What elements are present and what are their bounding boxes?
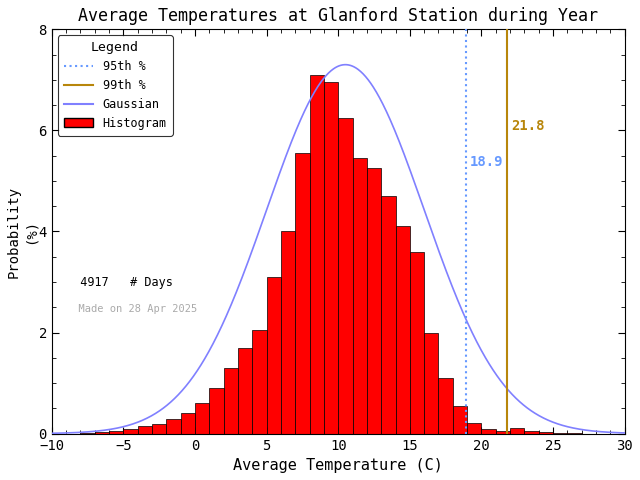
Bar (467, 422, 481, 433)
Bar (424, 333, 438, 433)
Bar (138, 426, 152, 433)
Title: Average Temperatures at Glanford Station during Year: Average Temperatures at Glanford Station… (78, 7, 598, 25)
Bar (81, 432, 95, 433)
Bar (310, 75, 324, 433)
Bar (252, 330, 267, 433)
Bar (281, 231, 295, 433)
Bar (524, 431, 539, 433)
Bar (267, 277, 281, 433)
Legend: 95th %, 99th %, Gaussian, Histogram: 95th %, 99th %, Gaussian, Histogram (58, 35, 173, 135)
Bar (438, 378, 453, 433)
Bar (496, 431, 510, 433)
Bar (124, 429, 138, 433)
X-axis label: Average Temperature (C): Average Temperature (C) (234, 458, 443, 473)
Bar (553, 432, 568, 433)
Bar (481, 429, 496, 433)
Text: 21.8: 21.8 (511, 120, 545, 133)
Bar (95, 432, 109, 433)
Bar (338, 118, 353, 433)
Bar (453, 406, 467, 433)
Bar (209, 388, 223, 433)
Bar (166, 420, 180, 433)
Bar (396, 227, 410, 433)
Bar (180, 413, 195, 433)
Bar (539, 432, 553, 433)
Bar (353, 158, 367, 433)
Bar (295, 153, 310, 433)
Bar (381, 196, 396, 433)
Bar (223, 368, 238, 433)
Text: Made on 28 Apr 2025: Made on 28 Apr 2025 (66, 304, 197, 314)
Bar (324, 83, 338, 433)
Bar (510, 428, 524, 433)
Bar (152, 423, 166, 433)
Bar (367, 168, 381, 433)
Bar (195, 403, 209, 433)
Bar (109, 431, 124, 433)
Text: 18.9: 18.9 (470, 155, 504, 169)
Y-axis label: Probability
(%): Probability (%) (7, 185, 37, 277)
Text: 4917   # Days: 4917 # Days (66, 276, 173, 289)
Bar (410, 252, 424, 433)
Bar (238, 348, 252, 433)
